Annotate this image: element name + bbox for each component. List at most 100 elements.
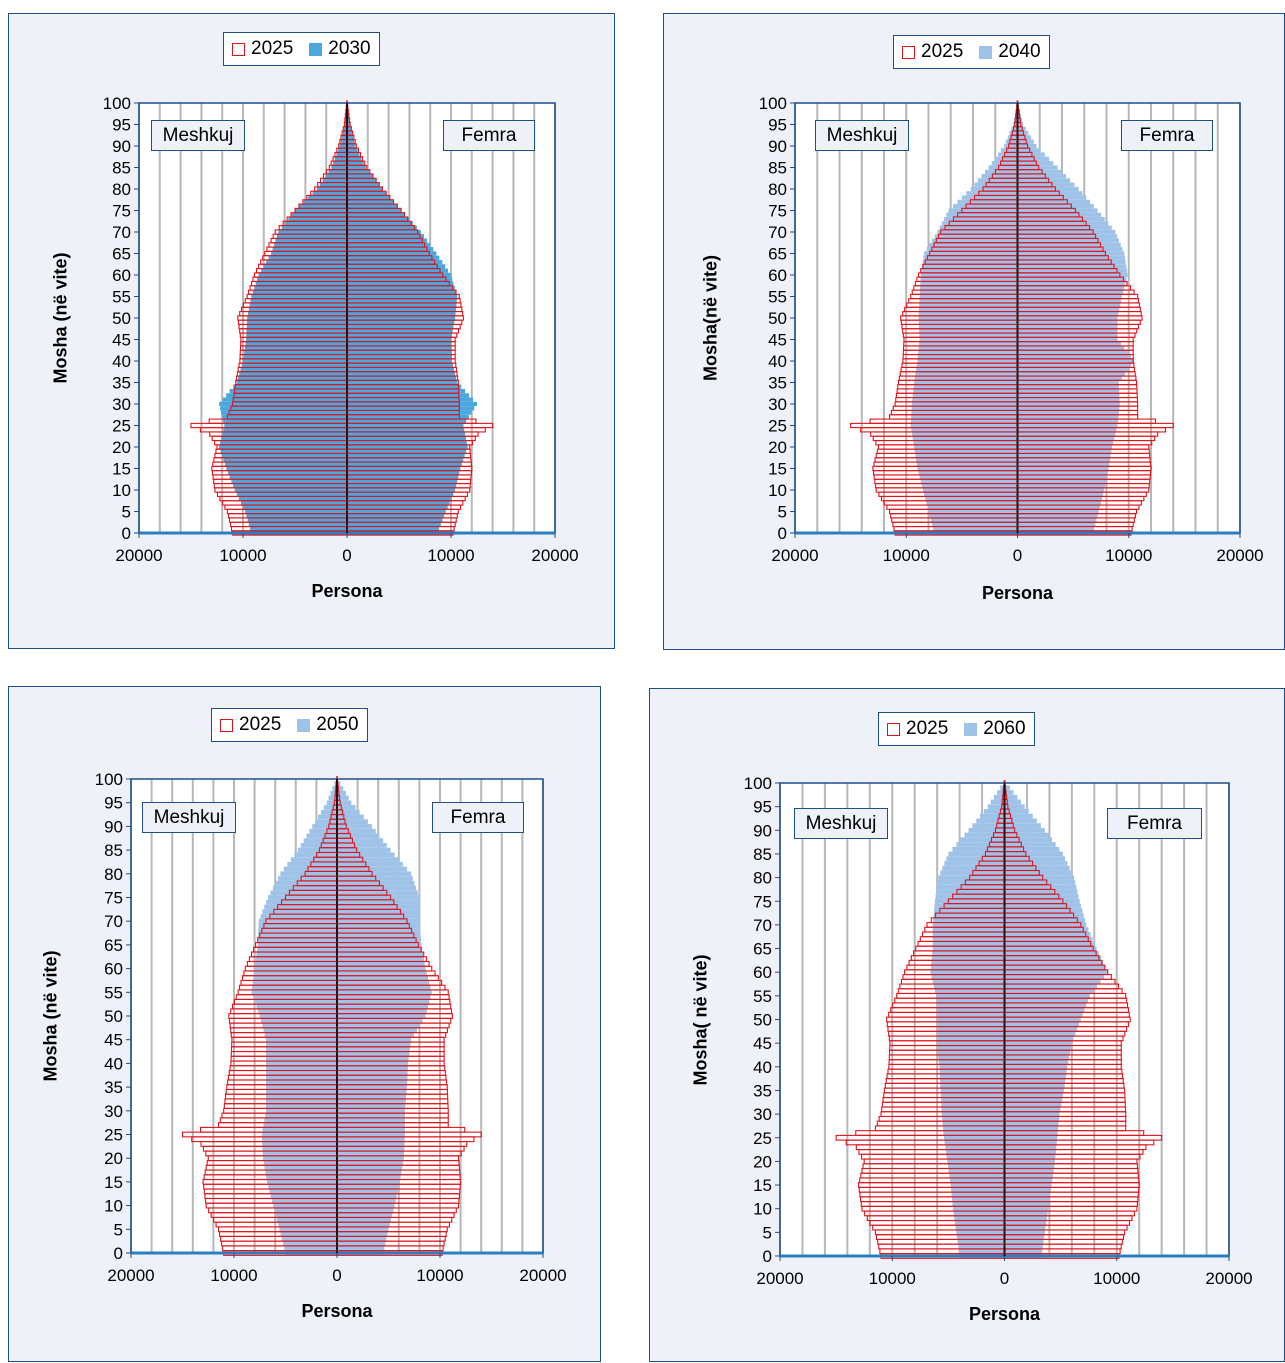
bar-male-2050: [263, 1123, 337, 1128]
bar-male-2050: [262, 1137, 337, 1142]
bar-female-2060: [1005, 1079, 1066, 1084]
bar-male-2040: [995, 157, 1018, 161]
bar-female-2040: [1018, 234, 1118, 238]
bar-female-2040: [1018, 131, 1029, 135]
bar-female-2060: [1005, 1164, 1055, 1169]
y-tick-label: 10: [112, 481, 131, 500]
x-tick-label: 10000: [219, 546, 266, 565]
bar-female-2040: [1018, 484, 1106, 488]
bar-female-2050: [337, 1208, 393, 1213]
y-tick-label: 60: [753, 963, 772, 982]
bar-female-2060: [1005, 1064, 1068, 1069]
bar-male-2030: [223, 458, 347, 462]
y-tick-label: 20: [768, 438, 787, 457]
bar-male-2040: [918, 471, 1017, 475]
bar-male-2060: [933, 932, 1005, 937]
bar-male-2050: [254, 971, 337, 976]
bar-male-2060: [958, 1239, 1005, 1244]
y-tick-label: 75: [753, 892, 772, 911]
bar-male-2060: [936, 889, 1004, 894]
bar-male-2060: [938, 1050, 1004, 1055]
bar-male-2050: [266, 1080, 337, 1085]
bar-male-2050: [257, 947, 337, 952]
bar-male-2050: [287, 862, 337, 867]
bar-male-2050: [266, 900, 337, 905]
bar-male-2050: [321, 810, 337, 815]
bar-male-2060: [933, 941, 1005, 946]
bar-female-2030: [347, 264, 445, 268]
bar-female-2030: [347, 157, 362, 161]
y-tick-label: 70: [753, 916, 772, 935]
bar-female-2060: [1005, 866, 1070, 871]
bar-female-2030: [347, 522, 441, 526]
bar-female-2060: [1005, 1083, 1065, 1088]
bar-female-2060: [1005, 1060, 1069, 1065]
bar-male-2040: [919, 303, 1017, 307]
y-tick-label: 10: [753, 1200, 772, 1219]
y-tick-label: 65: [112, 245, 131, 264]
bar-male-2050: [266, 1104, 337, 1109]
y-tick-label: 65: [753, 940, 772, 959]
bar-male-2050: [266, 1056, 337, 1061]
bar-male-2030: [221, 410, 347, 414]
x-axis-title: Persona: [301, 1301, 372, 1322]
bar-male-2050: [258, 933, 337, 938]
bar-male-2050: [260, 1014, 337, 1019]
y-tick-label: 15: [104, 1173, 123, 1192]
y-tick-label: 75: [112, 202, 131, 221]
bar-male-2040: [919, 333, 1017, 337]
bar-female-2030: [347, 514, 444, 518]
bar-female-2030: [347, 294, 457, 298]
bar-female-2050: [337, 1156, 404, 1161]
bar-male-2030: [223, 419, 347, 423]
bar-female-2060: [1005, 965, 1106, 970]
bar-female-2050: [337, 976, 428, 981]
x-axis-title: Persona: [311, 581, 382, 602]
bar-male-2060: [937, 1031, 1004, 1036]
bar-male-2030: [228, 471, 347, 475]
bar-male-2030: [233, 484, 347, 488]
legend-swatch-2025: [887, 723, 900, 736]
bar-female-2040: [1018, 471, 1108, 475]
y-tick-label: 65: [104, 936, 123, 955]
bar-male-2050: [266, 1037, 337, 1042]
bar-male-2050: [284, 1246, 337, 1251]
legend-label: 2025: [239, 714, 281, 736]
y-tick-label: 0: [114, 1244, 123, 1263]
bar-male-2040: [917, 359, 1017, 363]
bar-female-2060: [1005, 861, 1068, 866]
bar-female-2060: [1005, 1192, 1051, 1197]
bar-female-2040: [1018, 428, 1117, 432]
bar-male-2060: [942, 1116, 1004, 1121]
bar-female-2030: [347, 445, 468, 449]
legend-swatch-2040: [979, 46, 992, 59]
y-tick-label: 30: [112, 395, 131, 414]
bar-female-2030: [347, 161, 364, 165]
bar-female-2050: [337, 1094, 406, 1099]
bar-male-2050: [263, 1151, 337, 1156]
bar-female-2030: [347, 286, 455, 290]
bar-male-2050: [273, 1203, 337, 1208]
bar-male-2030: [220, 441, 347, 445]
bar-male-2040: [929, 509, 1018, 513]
bar-female-2060: [1005, 908, 1083, 913]
bar-male-2060: [951, 1183, 1005, 1188]
bar-male-2030: [245, 346, 347, 350]
y-tick-label: 60: [104, 960, 123, 979]
bar-female-2050: [337, 980, 429, 985]
bar-female-2060: [1005, 998, 1089, 1003]
bar-female-2030: [347, 230, 421, 234]
bar-female-2060: [1005, 1112, 1060, 1117]
bar-male-2040: [942, 221, 1018, 225]
bar-female-2060: [1005, 809, 1029, 814]
bar-female-2030: [347, 380, 457, 384]
bar-female-2040: [1018, 509, 1099, 513]
bar-female-2040: [1018, 251, 1125, 255]
bar-female-2060: [1005, 1249, 1043, 1254]
bar-male-2060: [934, 913, 1005, 918]
bar-male-2060: [930, 970, 1004, 975]
y-tick-label: 60: [768, 266, 787, 285]
bar-female-2060: [1005, 1017, 1081, 1022]
y-tick-label: 100: [103, 94, 131, 113]
bar-female-2060: [1005, 984, 1097, 989]
